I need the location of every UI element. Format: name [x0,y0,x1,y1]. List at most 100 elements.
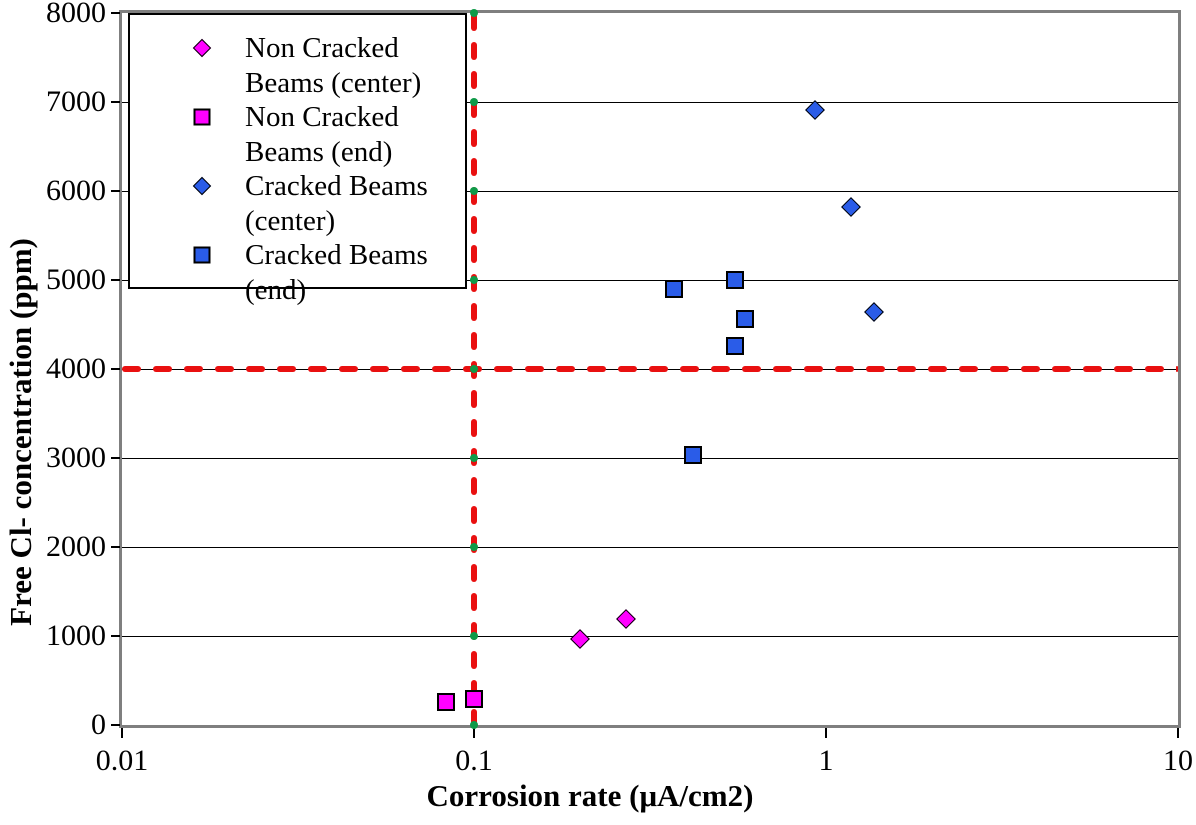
y-tick-label: 4000 [46,352,106,385]
x-tick-label: 1 [818,744,834,777]
legend: Non Cracked Beams (center) Non Cracked Beam… [128,13,467,306]
data-point-series-1 [436,692,455,711]
dash [277,366,296,372]
y-tick [111,101,120,103]
x-axis-title: Corrosion rate (μA/cm2) [426,778,754,813]
dash [471,100,477,118]
x-tick-label: 10 [1163,744,1193,777]
dash [184,366,203,372]
dash [587,366,606,372]
gridline-5000 [122,279,1178,281]
y-axis-title: Free Cl- concentration (ppm) [3,238,38,626]
data-point-series-2 [804,100,825,120]
data-point-series-3 [665,279,683,298]
dash [471,390,477,408]
dash [471,158,477,176]
y-tick-label: 2000 [46,530,106,563]
dash [525,366,544,372]
dash [246,366,265,372]
dash [897,366,916,372]
data-point-series-0 [615,609,636,629]
dash [471,593,477,611]
dash [1083,366,1102,372]
x-tick [825,728,827,738]
y-tick [111,724,120,726]
gridline-node-dot [470,632,478,640]
gridline-node-dot [470,276,478,284]
dash [556,366,575,372]
gridline-1000 [122,635,1178,637]
dash [742,366,761,372]
dash [471,71,477,89]
dash [471,709,477,725]
y-tick [111,190,120,192]
gridline-node-dot [470,543,478,551]
y-tick-label: 1000 [46,619,106,652]
legend-item-label: Non Cracked Beams (center) [245,32,422,99]
y-tick [111,279,120,281]
dash [1021,366,1040,372]
dash [471,187,477,205]
data-point-series-3 [725,336,744,355]
legend-item-label: Non Cracked Beams (end) [245,101,399,168]
y-tick-label: 6000 [46,174,106,207]
dash [1052,366,1071,372]
dash [928,366,947,372]
dash [804,366,823,372]
gridline-node-dot [470,721,478,729]
legend-item-series-2: Cracked Beams (center) [130,169,465,238]
legend-item-label: Cracked Beams (center) [245,170,428,237]
dash [959,366,978,372]
dash [471,245,477,263]
gridline-3000 [122,457,1178,459]
y-tick [111,457,120,459]
dash [471,622,477,640]
gridline-node-dot [470,365,478,373]
dash [471,129,477,147]
dash [471,506,477,524]
dash [122,366,141,372]
data-point-series-1 [465,689,483,708]
dash [1176,366,1178,372]
x-tick [1177,728,1179,738]
dash [339,366,358,372]
y-tick [111,546,120,548]
diamond-icon [192,176,212,196]
square-icon [193,108,211,126]
x-tick [473,728,475,738]
gridline-node-dot [470,187,478,195]
dash [471,42,477,60]
x-tick-label: 0.1 [455,744,493,777]
dash [1114,366,1133,372]
legend-item-series-1: Non Cracked Beams (end) [130,100,465,169]
dash [618,366,637,372]
dash [680,366,699,372]
gridline-node-dot [470,9,478,17]
dash [432,366,451,372]
dash [370,366,389,372]
dash [401,366,420,372]
y-tick-label: 8000 [46,0,106,29]
dash [866,366,885,372]
dash [835,366,854,372]
data-point-series-2 [841,197,862,217]
dash [215,366,234,372]
gridline-2000 [122,546,1178,548]
gridline-node-dot [470,454,478,462]
y-tick [111,368,120,370]
square-icon [193,246,211,264]
y-tick [111,635,120,637]
y-tick-label: 5000 [46,263,106,296]
dash [773,366,792,372]
dash [471,332,477,350]
data-point-series-3 [736,310,755,329]
dash [471,13,477,31]
dash [153,366,172,372]
data-point-series-3 [684,446,703,465]
dash [471,680,477,698]
dash [471,303,477,321]
y-tick-label: 0 [91,708,106,741]
y-tick-label: 7000 [46,85,106,118]
dash [990,366,1009,372]
